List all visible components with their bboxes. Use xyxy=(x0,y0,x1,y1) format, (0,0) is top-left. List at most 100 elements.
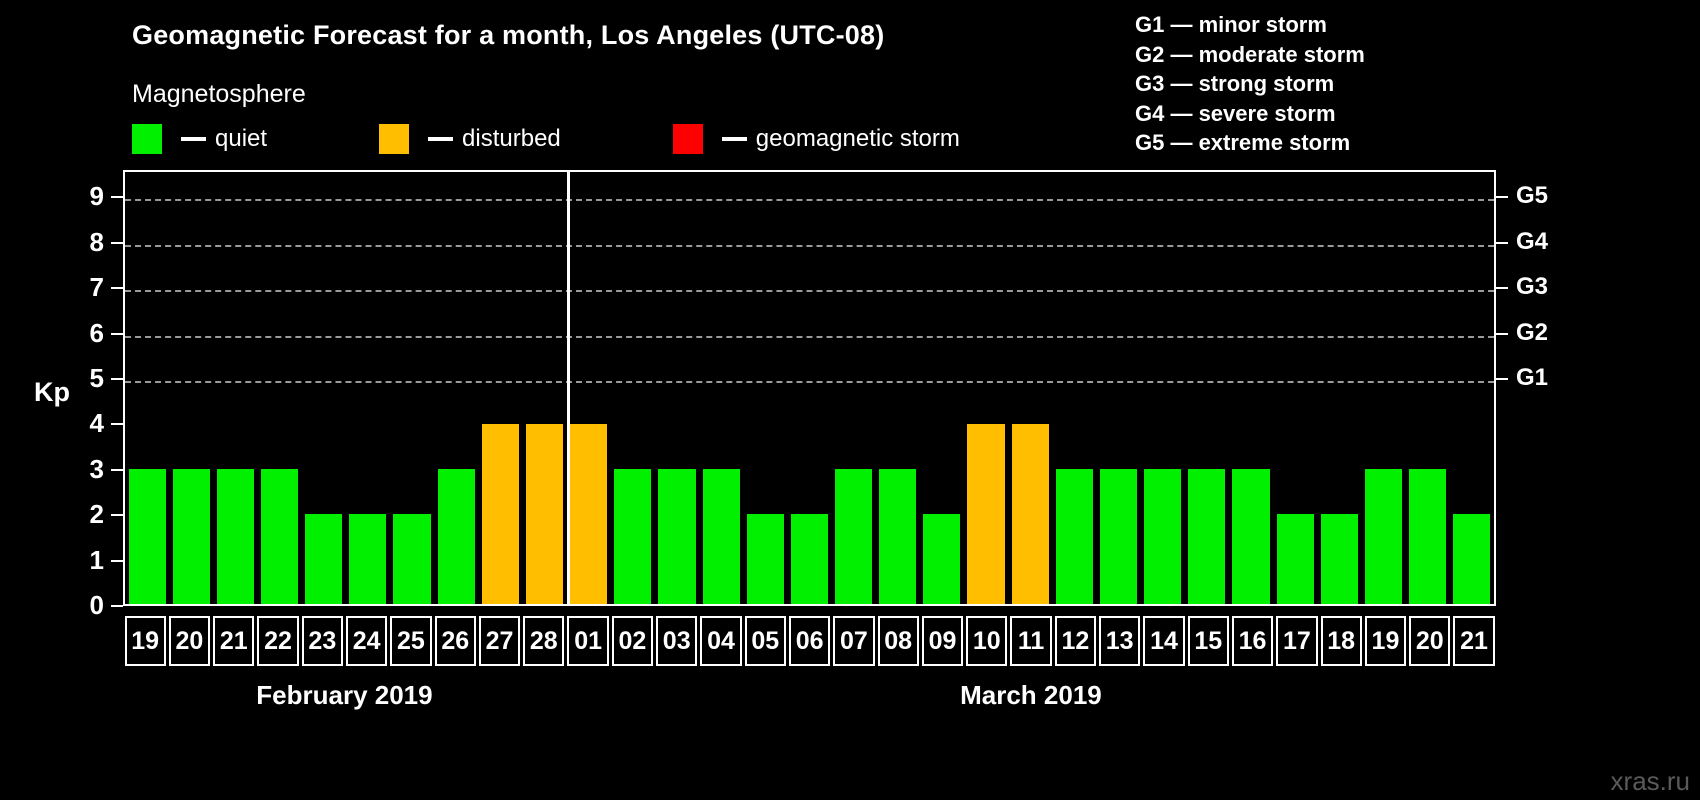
bar-27 xyxy=(481,424,519,604)
date-label-04: 04 xyxy=(700,616,742,666)
bar-16 xyxy=(1232,469,1270,604)
y-tick-mark xyxy=(111,468,123,471)
storm-scale-legend: G1 — minor storm G2 — moderate storm G3 — … xyxy=(1135,10,1365,158)
bar-23 xyxy=(305,514,343,604)
y-tick-label: 9 xyxy=(89,181,104,212)
y-tick-label: 7 xyxy=(89,272,104,303)
storm-scale-item-2: G2 — moderate storm xyxy=(1135,41,1365,67)
bar-cell xyxy=(611,172,655,604)
y-tick-mark xyxy=(111,514,123,517)
gridline-kp-9 xyxy=(125,199,1494,202)
date-label-08: 08 xyxy=(877,616,919,666)
bar-cell xyxy=(876,172,920,604)
storm-scale-item-1: G1 — minor storm xyxy=(1135,12,1327,37)
date-label-25: 25 xyxy=(390,616,432,666)
date-label-22: 22 xyxy=(257,616,299,666)
date-label-13: 13 xyxy=(1099,616,1141,666)
bar-cell xyxy=(655,172,699,604)
g-tick-label: G5 xyxy=(1516,182,1549,210)
bar-08 xyxy=(879,469,917,604)
month-caption-march: March 2019 xyxy=(960,680,1102,710)
bar-cell xyxy=(567,172,611,604)
bar-cell xyxy=(1450,172,1494,604)
bar-cell xyxy=(434,172,478,604)
bar-26 xyxy=(437,469,475,604)
y-tick-label: 0 xyxy=(89,590,104,620)
y-tick-mark xyxy=(111,423,123,426)
g-tick-mark xyxy=(1496,241,1508,244)
y-axis-ticks: 9 8 7 6 5 4 3 2 1 0 xyxy=(0,170,123,618)
date-label-09: 09 xyxy=(921,616,964,666)
bar-cell xyxy=(1317,172,1361,604)
bar-11 xyxy=(1011,424,1049,604)
bar-cell xyxy=(169,172,213,604)
bar-cell xyxy=(1096,172,1140,604)
x-axis-date-labels: 19 20 21 22 23 24 25 26 27 28 01 02 03 04 05 06 07 08 09 10… xyxy=(123,616,1496,666)
bar-18 xyxy=(1320,514,1358,604)
bar-14 xyxy=(1144,469,1182,604)
date-label-12: 12 xyxy=(1054,616,1097,666)
date-label-14: 14 xyxy=(1143,616,1185,666)
bar-03 xyxy=(658,469,696,604)
bar-13 xyxy=(1099,469,1138,604)
legend-swatch-icon xyxy=(379,124,410,154)
date-label-21: 21 xyxy=(213,616,255,666)
date-label-20: 20 xyxy=(1409,616,1451,666)
month-caption-february: February 2019 xyxy=(256,680,433,710)
bar-cell xyxy=(743,172,787,604)
bar-05 xyxy=(746,514,784,604)
bar-cell xyxy=(1406,172,1450,604)
bar-24 xyxy=(349,514,387,604)
date-label-07: 07 xyxy=(833,616,875,666)
date-label-01: 01 xyxy=(567,616,609,666)
date-label-10: 10 xyxy=(966,616,1008,666)
legend-label: disturbed xyxy=(462,125,561,152)
legend-item-quiet: quiet xyxy=(132,124,267,154)
date-label-20: 20 xyxy=(168,616,211,666)
watermark: xras.ru xyxy=(1610,766,1690,796)
bar-01 xyxy=(570,424,608,604)
bar-cell xyxy=(1141,172,1185,604)
bar-series xyxy=(125,172,1494,604)
storm-scale-item-4: G4 — severe storm xyxy=(1135,100,1336,126)
bar-25 xyxy=(393,514,431,604)
bar-cell xyxy=(213,172,257,604)
bar-cell xyxy=(699,172,743,604)
gridlines xyxy=(125,172,1494,604)
date-label-24: 24 xyxy=(345,616,388,666)
y-tick-label: 5 xyxy=(89,362,104,393)
legend-dash-icon xyxy=(428,137,454,141)
y-tick-label: 3 xyxy=(89,453,104,484)
date-label-18: 18 xyxy=(1320,616,1362,666)
date-label-26: 26 xyxy=(434,616,476,666)
bar-cell xyxy=(1052,172,1096,604)
date-label-05: 05 xyxy=(744,616,786,666)
gridline-kp-6 xyxy=(125,335,1494,338)
storm-scale-item-3: G3 — strong storm xyxy=(1135,71,1335,96)
date-label-03: 03 xyxy=(656,616,698,666)
bar-12 xyxy=(1055,469,1093,604)
bar-cell xyxy=(125,172,169,604)
date-label-21: 21 xyxy=(1453,616,1495,666)
date-label-16: 16 xyxy=(1231,616,1274,666)
y-tick-mark xyxy=(111,241,123,244)
date-label-19: 19 xyxy=(124,616,166,666)
bar-cell xyxy=(1273,172,1317,604)
g-tick-mark xyxy=(1496,332,1508,335)
y-tick-mark xyxy=(111,377,123,380)
month-divider-line xyxy=(566,172,570,604)
bar-15 xyxy=(1188,469,1226,604)
bar-06 xyxy=(790,514,828,604)
legend-swatch-icon xyxy=(132,124,162,154)
bar-07 xyxy=(835,469,873,604)
g-tick-mark xyxy=(1496,287,1508,290)
bar-cell xyxy=(1361,172,1405,604)
bar-cell xyxy=(1185,172,1229,604)
g-tick-label: G2 xyxy=(1516,318,1549,346)
y-tick-label: 4 xyxy=(89,408,104,439)
g-tick-label: G4 xyxy=(1516,227,1549,255)
bar-cell xyxy=(920,172,964,604)
chart-subtitle: Magnetosphere xyxy=(132,80,306,108)
bar-cell xyxy=(1008,172,1052,604)
date-label-28: 28 xyxy=(523,616,565,666)
